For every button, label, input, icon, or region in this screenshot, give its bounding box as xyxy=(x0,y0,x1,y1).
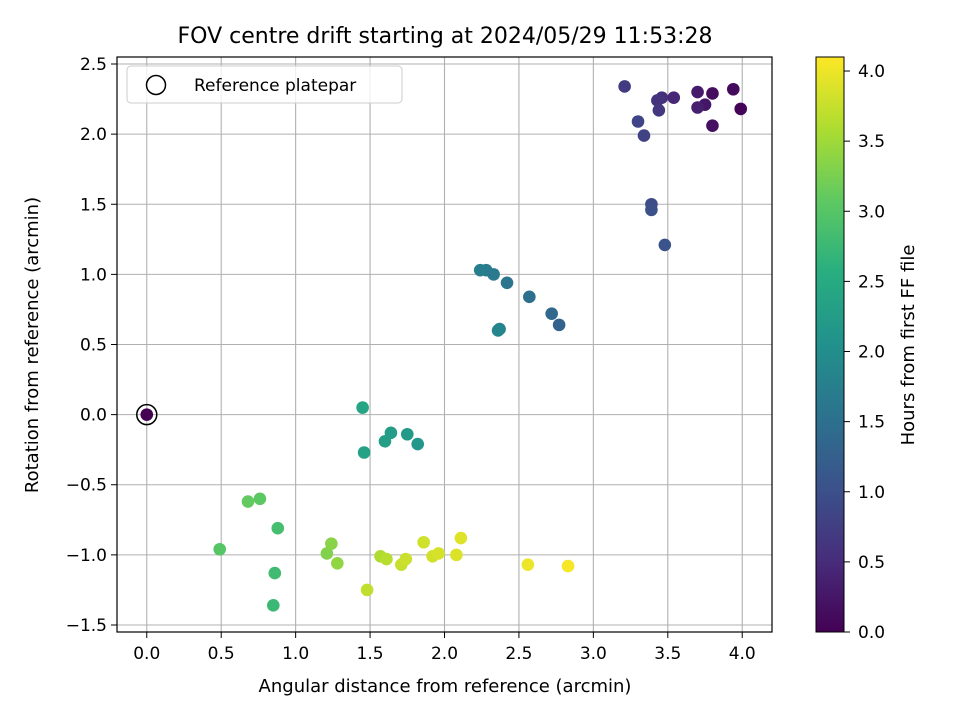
x-tick-label: 1.5 xyxy=(357,644,384,664)
legend-entry-reference: Reference platepar xyxy=(194,76,356,96)
colorbar-label: Hours from first FF file xyxy=(898,245,919,446)
data-point xyxy=(658,238,672,252)
data-point xyxy=(454,531,468,545)
data-point xyxy=(645,203,658,217)
x-tick-label: 0.0 xyxy=(133,644,160,664)
data-point xyxy=(706,119,719,133)
colorbar: 0.0 0.5 1.0 1.5 2.0 2.5 3.0 3.5 4.0 Hours from f… xyxy=(815,56,919,643)
data-point xyxy=(213,542,227,556)
data-point xyxy=(380,552,393,566)
x-tick-label: 2.0 xyxy=(431,644,458,664)
data-point xyxy=(271,521,285,535)
data-point xyxy=(552,318,566,332)
data-point xyxy=(691,85,704,99)
data-point xyxy=(399,552,413,566)
data-point xyxy=(545,307,558,320)
scatter-points xyxy=(136,80,748,612)
data-point xyxy=(140,408,154,421)
x-tick-label: 1.0 xyxy=(282,644,309,664)
data-point xyxy=(320,547,334,560)
colorbar-gradient xyxy=(816,57,844,632)
data-point xyxy=(491,324,505,337)
colorbar-frame xyxy=(815,56,845,633)
data-point xyxy=(357,446,371,459)
data-point xyxy=(267,599,280,612)
colorbar-tick-label: 1.0 xyxy=(858,483,885,503)
data-point xyxy=(734,102,748,116)
grid-lines xyxy=(117,57,772,632)
data-point xyxy=(523,290,536,304)
colorbar-tick-label: 2.0 xyxy=(858,343,885,363)
data-point xyxy=(637,129,651,142)
data-point xyxy=(432,547,445,560)
colorbar-tick-label: 4.0 xyxy=(858,62,885,82)
colorbar-tick-label: 2.5 xyxy=(858,272,885,292)
legend-box xyxy=(126,65,403,104)
x-tick-label: 0.5 xyxy=(208,644,235,664)
x-tick-label: 3.5 xyxy=(654,644,681,664)
chart-title: FOV centre drift starting at 2024/05/29 … xyxy=(178,24,713,49)
data-point xyxy=(325,537,338,550)
data-point xyxy=(561,559,575,573)
data-point xyxy=(651,94,664,107)
y-tick-label: 1.0 xyxy=(80,265,107,285)
y-axis-ticks: −1.5 −1.0 −0.5 0.0 0.5 1.0 1.5 2.0 2.5 xyxy=(66,55,117,636)
x-tick-label: 2.5 xyxy=(505,644,532,664)
x-axis-label: Angular distance from reference (arcmin) xyxy=(259,676,632,697)
y-tick-label: 0.5 xyxy=(80,336,107,356)
data-point xyxy=(500,276,514,290)
data-point xyxy=(331,556,344,570)
data-point xyxy=(521,558,535,571)
data-point xyxy=(360,583,374,597)
y-axis-label: Rotation from reference (arcmin) xyxy=(22,197,43,493)
data-point xyxy=(618,80,631,93)
data-point xyxy=(378,434,392,448)
colorbar-tick-label: 0.5 xyxy=(858,553,885,573)
data-point xyxy=(241,495,255,508)
data-point xyxy=(667,91,681,104)
x-tick-label: 3.0 xyxy=(580,644,607,664)
colorbar-tick-label: 3.0 xyxy=(858,202,885,222)
colorbar-tick-label: 1.5 xyxy=(858,413,885,433)
reference-marker xyxy=(136,403,158,426)
y-tick-label: 2.5 xyxy=(80,55,107,75)
y-tick-label: −1.5 xyxy=(66,616,107,636)
data-point xyxy=(411,437,425,451)
data-point xyxy=(253,492,267,506)
legend-marker xyxy=(145,74,167,96)
colorbar-tick-label: 3.5 xyxy=(858,132,885,152)
y-tick-label: −1.0 xyxy=(66,546,107,566)
y-tick-label: 1.5 xyxy=(80,195,107,215)
data-point xyxy=(356,401,369,414)
data-point xyxy=(268,566,282,580)
data-point xyxy=(631,115,645,128)
x-tick-label: 4.0 xyxy=(729,644,756,664)
data-point xyxy=(691,101,704,114)
y-tick-label: −0.5 xyxy=(66,476,107,496)
y-tick-label: 0.0 xyxy=(80,406,107,426)
colorbar-ticks: 0.0 0.5 1.0 1.5 2.0 2.5 3.0 3.5 4.0 xyxy=(844,62,885,643)
data-point xyxy=(473,263,487,277)
data-point xyxy=(450,548,463,562)
data-point xyxy=(706,87,719,100)
data-point xyxy=(726,82,740,96)
x-axis-ticks: 0.0 0.5 1.0 1.5 2.0 2.5 3.0 3.5 4.0 xyxy=(133,632,756,664)
data-point xyxy=(652,103,666,117)
data-point xyxy=(417,535,430,549)
y-tick-label: 2.0 xyxy=(80,125,107,145)
colorbar-tick-label: 0.0 xyxy=(858,623,885,643)
legend: Reference platepar xyxy=(126,65,403,104)
data-point xyxy=(400,427,414,441)
